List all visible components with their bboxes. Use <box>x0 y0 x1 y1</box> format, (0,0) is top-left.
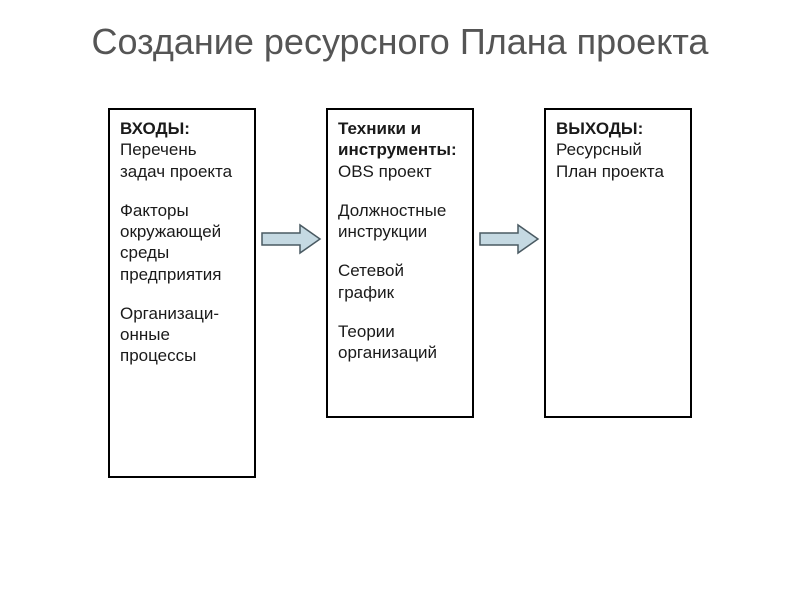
techniques-section-0: OBS проект <box>338 162 432 181</box>
inputs-box: ВХОДЫ: Перечень задач проекта Факторы ок… <box>108 108 256 478</box>
page-title: Создание ресурсного Плана проекта <box>0 0 800 63</box>
inputs-header: ВХОДЫ: <box>120 119 190 138</box>
arrow-2 <box>474 223 544 255</box>
techniques-header: Техники и инструменты: <box>338 119 457 159</box>
outputs-box: ВЫХОДЫ: Ресурсный План проекта <box>544 108 692 418</box>
techniques-section-1: Должностные инструкции <box>338 201 446 241</box>
arrow-1 <box>256 223 326 255</box>
techniques-section-2: Сетевой график <box>338 261 404 301</box>
arrow-right-icon <box>478 223 540 255</box>
techniques-box: Техники и инструменты: OBS проект Должно… <box>326 108 474 418</box>
arrow-right-icon <box>260 223 322 255</box>
outputs-header: ВЫХОДЫ: <box>556 119 643 138</box>
flowchart-diagram: ВХОДЫ: Перечень задач проекта Факторы ок… <box>0 108 800 478</box>
techniques-section-3: Теории организаций <box>338 322 437 362</box>
inputs-section-0: Перечень задач проекта <box>120 140 232 180</box>
inputs-section-2: Организаци-онные процессы <box>120 304 219 366</box>
outputs-section-0: Ресурсный План проекта <box>556 140 664 180</box>
inputs-section-1: Факторы окружающей среды предприятия <box>120 201 222 284</box>
